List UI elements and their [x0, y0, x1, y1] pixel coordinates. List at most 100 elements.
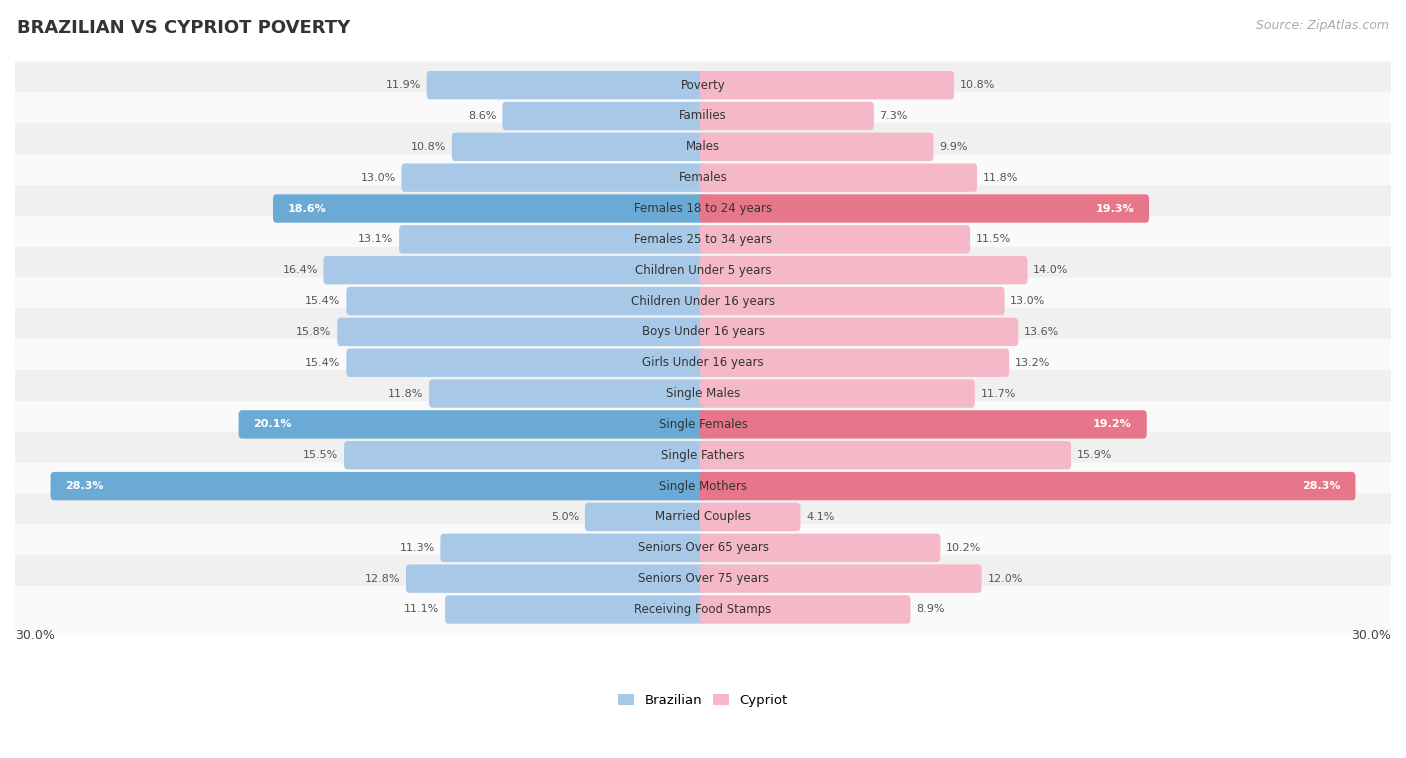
Text: 11.7%: 11.7% [980, 389, 1017, 399]
FancyBboxPatch shape [8, 401, 1398, 448]
Text: 11.3%: 11.3% [399, 543, 434, 553]
Text: Single Females: Single Females [658, 418, 748, 431]
Text: 18.6%: 18.6% [288, 204, 326, 214]
Text: 30.0%: 30.0% [1351, 629, 1391, 642]
FancyBboxPatch shape [700, 164, 977, 192]
FancyBboxPatch shape [323, 256, 706, 284]
FancyBboxPatch shape [8, 92, 1398, 139]
FancyBboxPatch shape [8, 309, 1398, 356]
FancyBboxPatch shape [700, 503, 800, 531]
FancyBboxPatch shape [8, 154, 1398, 202]
Text: 12.0%: 12.0% [987, 574, 1022, 584]
FancyBboxPatch shape [8, 555, 1398, 602]
FancyBboxPatch shape [585, 503, 706, 531]
Text: 19.2%: 19.2% [1092, 419, 1132, 430]
Text: 14.0%: 14.0% [1033, 265, 1069, 275]
FancyBboxPatch shape [399, 225, 706, 254]
Text: Seniors Over 75 years: Seniors Over 75 years [637, 572, 769, 585]
FancyBboxPatch shape [8, 370, 1398, 417]
Text: Girls Under 16 years: Girls Under 16 years [643, 356, 763, 369]
FancyBboxPatch shape [8, 124, 1398, 171]
Text: 7.3%: 7.3% [880, 111, 908, 121]
Text: BRAZILIAN VS CYPRIOT POVERTY: BRAZILIAN VS CYPRIOT POVERTY [17, 19, 350, 37]
Text: 15.4%: 15.4% [305, 358, 340, 368]
Text: 11.8%: 11.8% [983, 173, 1018, 183]
FancyBboxPatch shape [429, 380, 706, 408]
Text: Children Under 16 years: Children Under 16 years [631, 295, 775, 308]
FancyBboxPatch shape [8, 525, 1398, 572]
Text: Children Under 5 years: Children Under 5 years [634, 264, 772, 277]
Text: Single Mothers: Single Mothers [659, 480, 747, 493]
FancyBboxPatch shape [239, 410, 706, 439]
FancyBboxPatch shape [700, 318, 1018, 346]
FancyBboxPatch shape [406, 565, 706, 593]
Text: 11.9%: 11.9% [385, 80, 420, 90]
FancyBboxPatch shape [700, 102, 875, 130]
Text: 16.4%: 16.4% [283, 265, 318, 275]
Text: Females 25 to 34 years: Females 25 to 34 years [634, 233, 772, 246]
Text: Receiving Food Stamps: Receiving Food Stamps [634, 603, 772, 616]
Text: 5.0%: 5.0% [551, 512, 579, 522]
Text: 8.6%: 8.6% [468, 111, 496, 121]
Text: Single Males: Single Males [666, 387, 740, 400]
FancyBboxPatch shape [700, 225, 970, 254]
Text: Single Fathers: Single Fathers [661, 449, 745, 462]
Text: Families: Families [679, 109, 727, 123]
Text: 12.8%: 12.8% [364, 574, 401, 584]
FancyBboxPatch shape [426, 71, 706, 99]
FancyBboxPatch shape [8, 431, 1398, 479]
FancyBboxPatch shape [451, 133, 706, 161]
FancyBboxPatch shape [346, 349, 706, 377]
FancyBboxPatch shape [344, 441, 706, 469]
Text: Females 18 to 24 years: Females 18 to 24 years [634, 202, 772, 215]
Text: 13.1%: 13.1% [359, 234, 394, 244]
FancyBboxPatch shape [700, 194, 1149, 223]
Text: 15.4%: 15.4% [305, 296, 340, 306]
Text: 28.3%: 28.3% [1302, 481, 1340, 491]
Text: 9.9%: 9.9% [939, 142, 967, 152]
FancyBboxPatch shape [700, 133, 934, 161]
Text: Males: Males [686, 140, 720, 153]
FancyBboxPatch shape [273, 194, 706, 223]
Text: 13.2%: 13.2% [1015, 358, 1050, 368]
FancyBboxPatch shape [700, 71, 955, 99]
FancyBboxPatch shape [8, 61, 1398, 108]
Text: 8.9%: 8.9% [917, 604, 945, 615]
FancyBboxPatch shape [700, 380, 974, 408]
FancyBboxPatch shape [700, 595, 911, 624]
FancyBboxPatch shape [8, 462, 1398, 509]
Legend: Brazilian, Cypriot: Brazilian, Cypriot [613, 689, 793, 713]
Text: Married Couples: Married Couples [655, 510, 751, 524]
FancyBboxPatch shape [440, 534, 706, 562]
FancyBboxPatch shape [700, 256, 1028, 284]
FancyBboxPatch shape [8, 493, 1398, 540]
FancyBboxPatch shape [700, 410, 1147, 439]
FancyBboxPatch shape [8, 277, 1398, 324]
FancyBboxPatch shape [700, 565, 981, 593]
FancyBboxPatch shape [446, 595, 706, 624]
Text: 19.3%: 19.3% [1095, 204, 1135, 214]
FancyBboxPatch shape [700, 472, 1355, 500]
FancyBboxPatch shape [8, 185, 1398, 232]
Text: Females: Females [679, 171, 727, 184]
Text: 11.5%: 11.5% [976, 234, 1011, 244]
FancyBboxPatch shape [8, 586, 1398, 633]
Text: 30.0%: 30.0% [15, 629, 55, 642]
Text: 13.6%: 13.6% [1024, 327, 1059, 337]
Text: 4.1%: 4.1% [806, 512, 835, 522]
Text: 13.0%: 13.0% [1011, 296, 1046, 306]
Text: 10.2%: 10.2% [946, 543, 981, 553]
Text: 11.8%: 11.8% [388, 389, 423, 399]
Text: Poverty: Poverty [681, 79, 725, 92]
FancyBboxPatch shape [700, 349, 1010, 377]
FancyBboxPatch shape [8, 339, 1398, 387]
FancyBboxPatch shape [337, 318, 706, 346]
Text: 10.8%: 10.8% [960, 80, 995, 90]
FancyBboxPatch shape [346, 287, 706, 315]
Text: 11.1%: 11.1% [404, 604, 439, 615]
FancyBboxPatch shape [700, 441, 1071, 469]
Text: Source: ZipAtlas.com: Source: ZipAtlas.com [1256, 19, 1389, 32]
Text: 10.8%: 10.8% [411, 142, 446, 152]
FancyBboxPatch shape [51, 472, 706, 500]
FancyBboxPatch shape [402, 164, 706, 192]
